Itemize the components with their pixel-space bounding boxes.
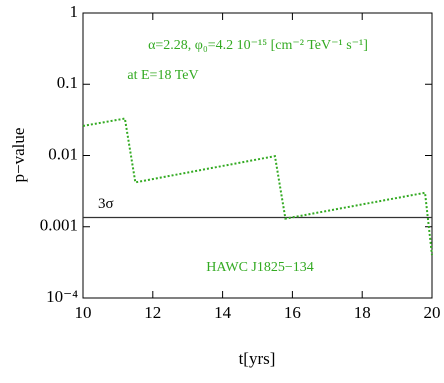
x-tick-label: 10 — [75, 303, 92, 322]
y-axis-label: p−value — [9, 128, 28, 183]
plot-frame — [82, 12, 433, 299]
x-tick-label: 14 — [214, 303, 232, 322]
annotation: at E=18 TeV — [127, 68, 198, 83]
x-tick-label: 18 — [354, 303, 371, 322]
annotation: HAWC J1825−134 — [206, 260, 314, 275]
y-tick-label: 10⁻⁴ — [46, 287, 78, 306]
y-tick-label: 0.01 — [48, 144, 78, 163]
y-tick-label: 1 — [70, 2, 79, 21]
y-tick-label: 0.1 — [57, 73, 78, 92]
y-tick-label: 0.001 — [40, 216, 78, 235]
reference-label: 3σ — [98, 196, 114, 212]
x-tick-label: 16 — [284, 303, 301, 322]
x-tick-label: 20 — [424, 303, 441, 322]
data-line — [82, 117, 433, 256]
annotation: α=2.28, φ₀=4.2 10⁻¹⁵ [cm⁻² TeV⁻¹ s⁻¹] — [148, 38, 368, 53]
x-axis-label: t[yrs] — [239, 349, 276, 368]
x-tick-label: 12 — [144, 303, 161, 322]
